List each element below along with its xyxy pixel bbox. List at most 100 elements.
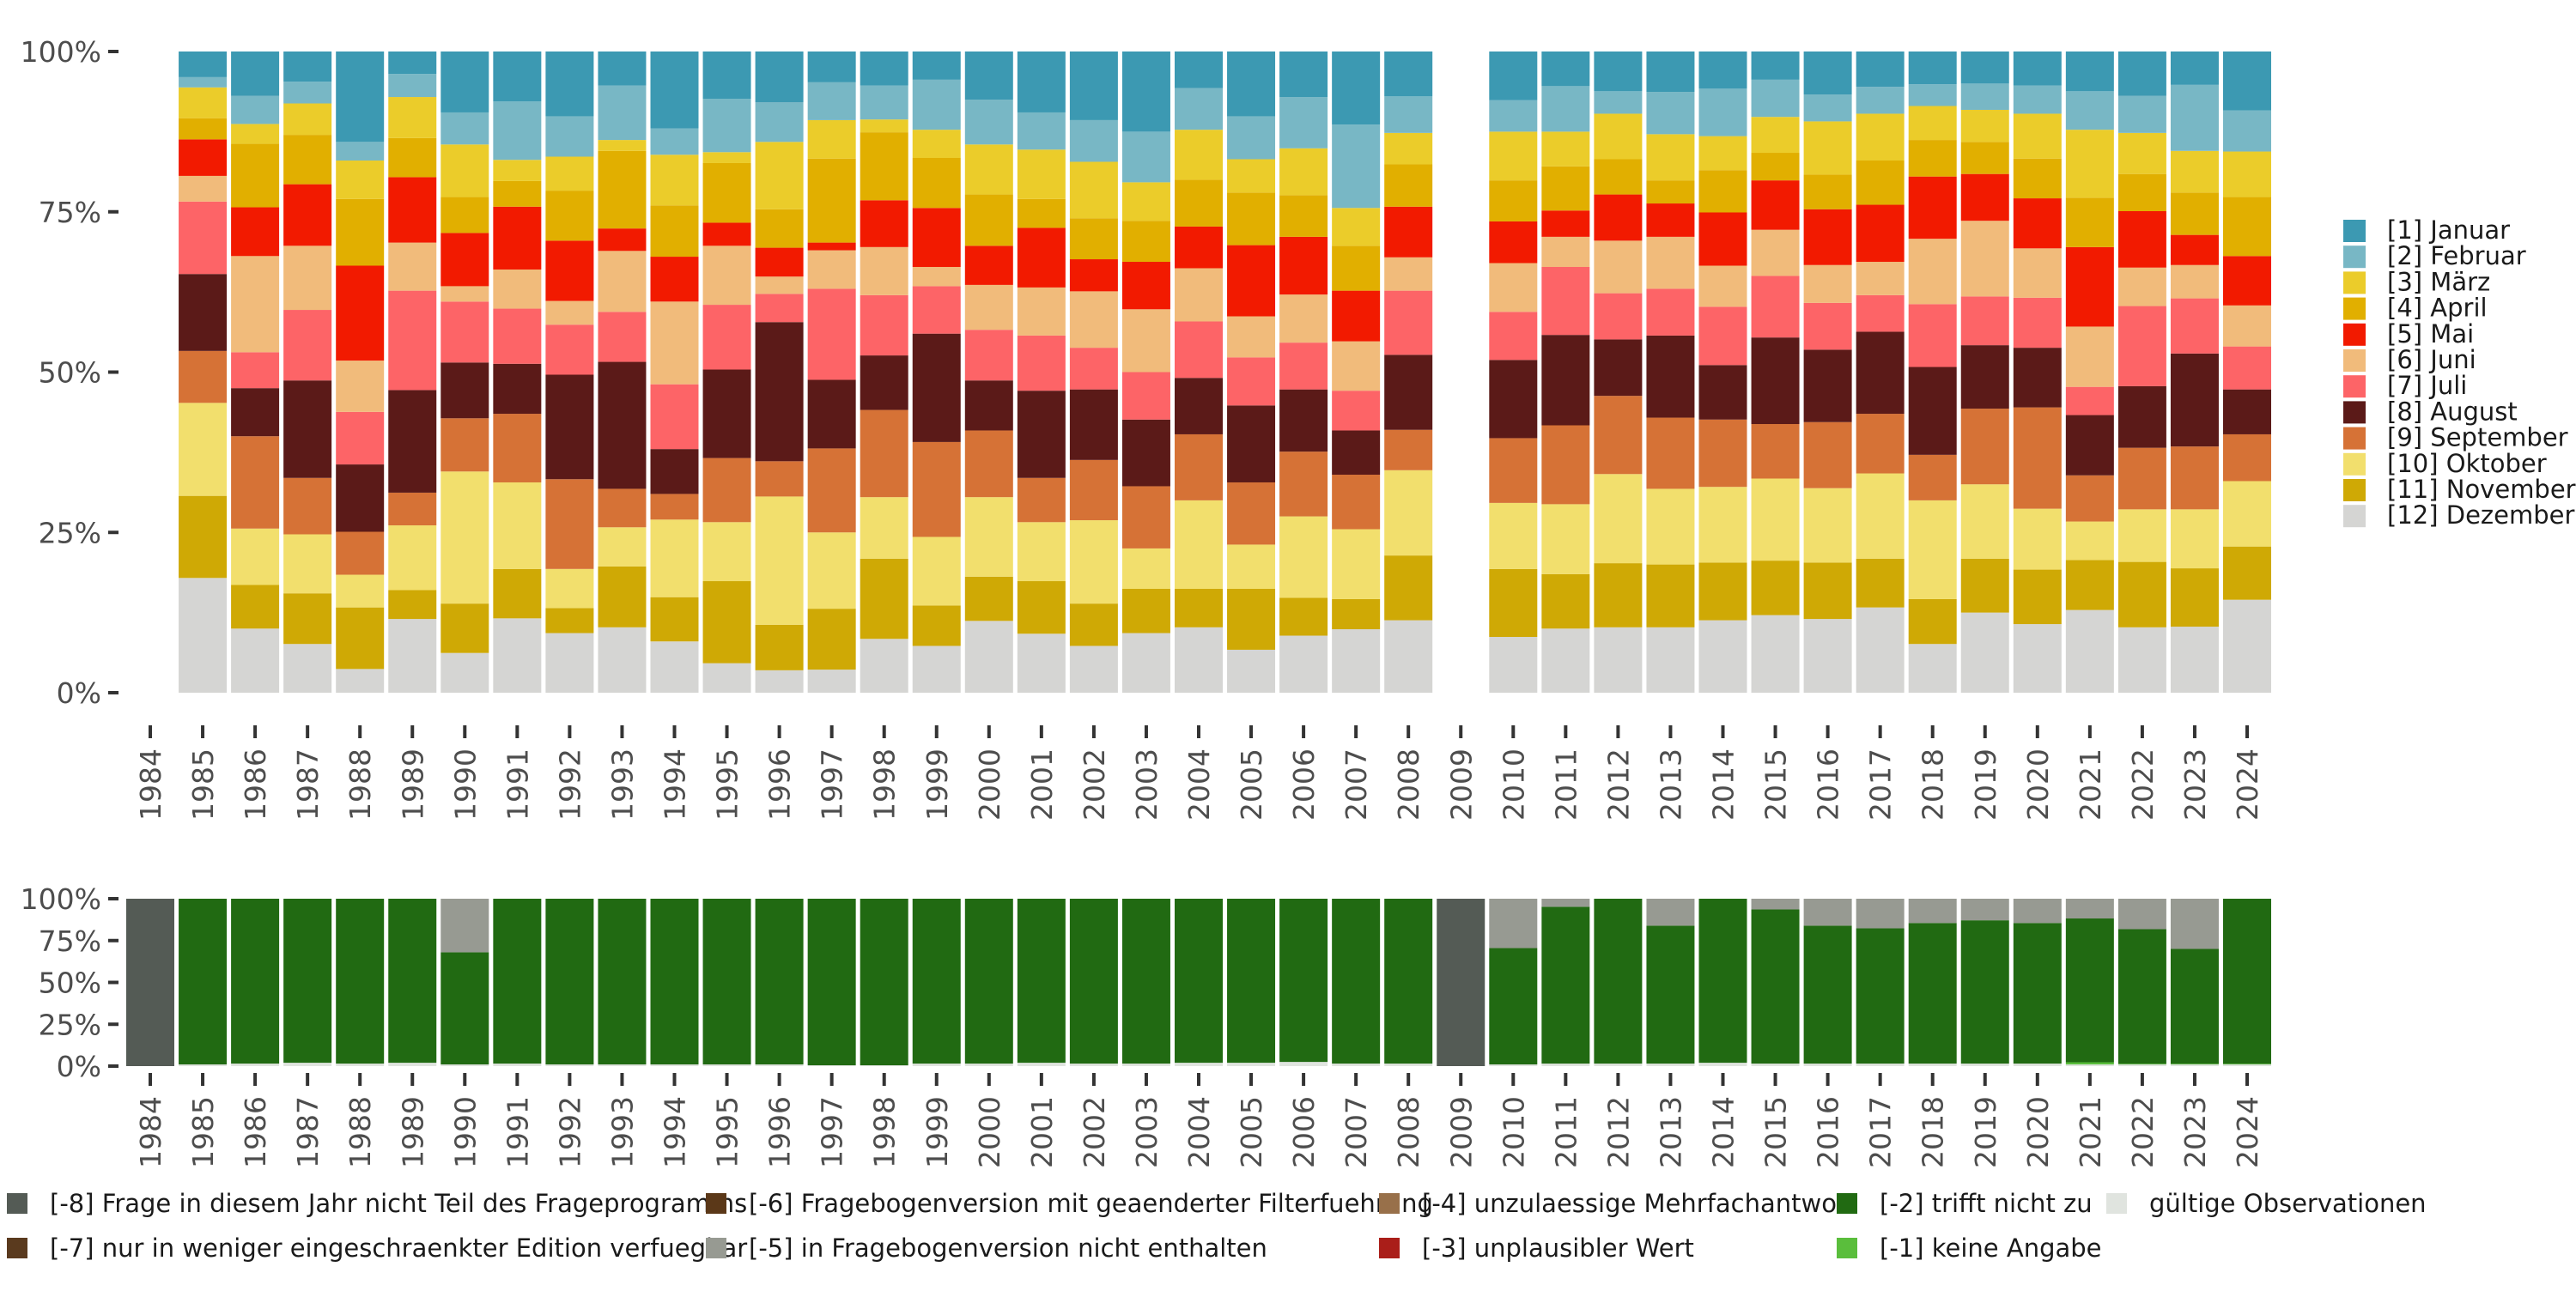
bar-segment	[1227, 405, 1276, 482]
bar-segment	[440, 952, 489, 1065]
bar-segment	[336, 464, 385, 532]
bar-segment	[1279, 294, 1328, 343]
bar-segment	[231, 352, 280, 389]
bar-segment	[1069, 161, 1118, 219]
bar-segment	[1227, 192, 1276, 245]
bar-segment	[1121, 52, 1170, 132]
bar-segment	[2117, 509, 2166, 562]
bar-segment	[1698, 170, 1747, 213]
bar-segment	[2223, 256, 2271, 306]
bar-segment	[1384, 620, 1433, 693]
bar-segment	[1856, 899, 1905, 929]
bar-segment	[964, 52, 1013, 100]
bar-segment	[1332, 290, 1381, 342]
bar-segment	[650, 155, 699, 206]
bar-segment	[1908, 500, 1957, 599]
bar-segment	[388, 97, 437, 138]
bar-segment	[1541, 335, 1590, 426]
x-tick-label: 2012	[1601, 1096, 1635, 1168]
bar-segment	[1279, 452, 1328, 517]
bar-segment	[2170, 446, 2219, 510]
bar-segment	[1908, 84, 1957, 106]
bar-segment	[1803, 121, 1852, 175]
bar-segment	[1175, 1063, 1223, 1066]
bar-segment	[1489, 360, 1538, 439]
x-tick-label: 1999	[920, 1096, 954, 1168]
bar-segment	[336, 574, 385, 608]
bar-segment	[1698, 1063, 1747, 1066]
x-tick-label: 2006	[1287, 1096, 1321, 1168]
x-tick-label: 2009	[1444, 1096, 1478, 1168]
bar-segment	[1489, 568, 1538, 638]
x-tick-label: 1996	[763, 1096, 797, 1168]
bar-segment	[1960, 484, 2009, 559]
bar-segment	[1803, 619, 1852, 693]
legend-label: [-2] trifft nicht zu	[1880, 1189, 2093, 1218]
legend-swatch	[2343, 297, 2366, 320]
bar-segment	[2170, 509, 2219, 569]
bar-segment	[1803, 209, 1852, 265]
bar-segment	[1384, 555, 1433, 621]
bar-segment	[1279, 148, 1328, 196]
bar-segment	[388, 52, 437, 75]
bar-segment	[1908, 899, 1957, 924]
bar-segment	[388, 899, 437, 1064]
bar-segment	[440, 286, 489, 302]
bar-segment	[1960, 173, 2009, 221]
bar-segment	[1960, 109, 2009, 142]
x-tick-label: 2009	[1444, 749, 1478, 821]
legend-swatch	[706, 1193, 726, 1214]
x-tick-label: 2000	[973, 1096, 1006, 1168]
x-tick-label: 2004	[1182, 749, 1216, 821]
bar-segment	[1384, 164, 1433, 207]
bar-segment	[1332, 208, 1381, 246]
x-tick-label: 1989	[396, 749, 429, 821]
x-tick-label: 2001	[1025, 1096, 1059, 1168]
bar-segment	[1751, 1064, 1800, 1066]
x-tick-label: 1993	[605, 1096, 639, 1168]
bar-segment	[1960, 612, 2009, 693]
bar-segment	[1121, 372, 1170, 420]
bar-segment	[336, 52, 385, 142]
bar-segment	[1279, 899, 1328, 1063]
bar-segment	[1489, 263, 1538, 312]
bar-segment	[702, 369, 751, 458]
bar-segment	[860, 52, 908, 86]
x-tick-label: 2020	[2021, 1096, 2055, 1168]
bar-segment	[2013, 624, 2062, 693]
bar-segment	[1803, 899, 1852, 926]
bar-segment	[964, 1064, 1013, 1066]
bar-segment	[388, 177, 437, 243]
bar-segment	[1803, 174, 1852, 209]
bar-segment	[2013, 113, 2062, 159]
bar-segment	[964, 576, 1013, 621]
bar-segment	[1803, 421, 1852, 488]
bar-segment	[1227, 116, 1276, 160]
bar-segment	[755, 461, 804, 497]
bar-segment	[1594, 339, 1643, 397]
bar-segment	[440, 899, 489, 953]
x-tick-label: 1999	[920, 749, 954, 821]
bar-segment	[1384, 206, 1433, 258]
bar-segment	[1121, 1064, 1170, 1066]
legend-label: [1] Januar	[2387, 215, 2510, 245]
bar-segment	[650, 597, 699, 642]
bar-segment	[2170, 264, 2219, 299]
bar-segment	[755, 209, 804, 248]
y-tick-label: 75%	[39, 924, 101, 958]
bar-segment	[179, 274, 228, 351]
bar-segment	[2170, 949, 2219, 1064]
x-tick-label: 2016	[1812, 1096, 1845, 1168]
bar-segment	[702, 522, 751, 582]
bar-segment	[231, 899, 280, 1064]
y-tick-label: 0%	[57, 676, 101, 710]
bar-segment	[912, 79, 961, 130]
x-tick-label: 2021	[2074, 749, 2107, 821]
bar-segment	[650, 205, 699, 258]
bar-segment	[1175, 627, 1223, 693]
bar-segment	[545, 300, 594, 325]
legend-swatch	[1379, 1193, 1400, 1214]
bar-segment	[1069, 646, 1118, 693]
bar-segment	[1646, 564, 1695, 627]
bar-segment	[440, 197, 489, 233]
